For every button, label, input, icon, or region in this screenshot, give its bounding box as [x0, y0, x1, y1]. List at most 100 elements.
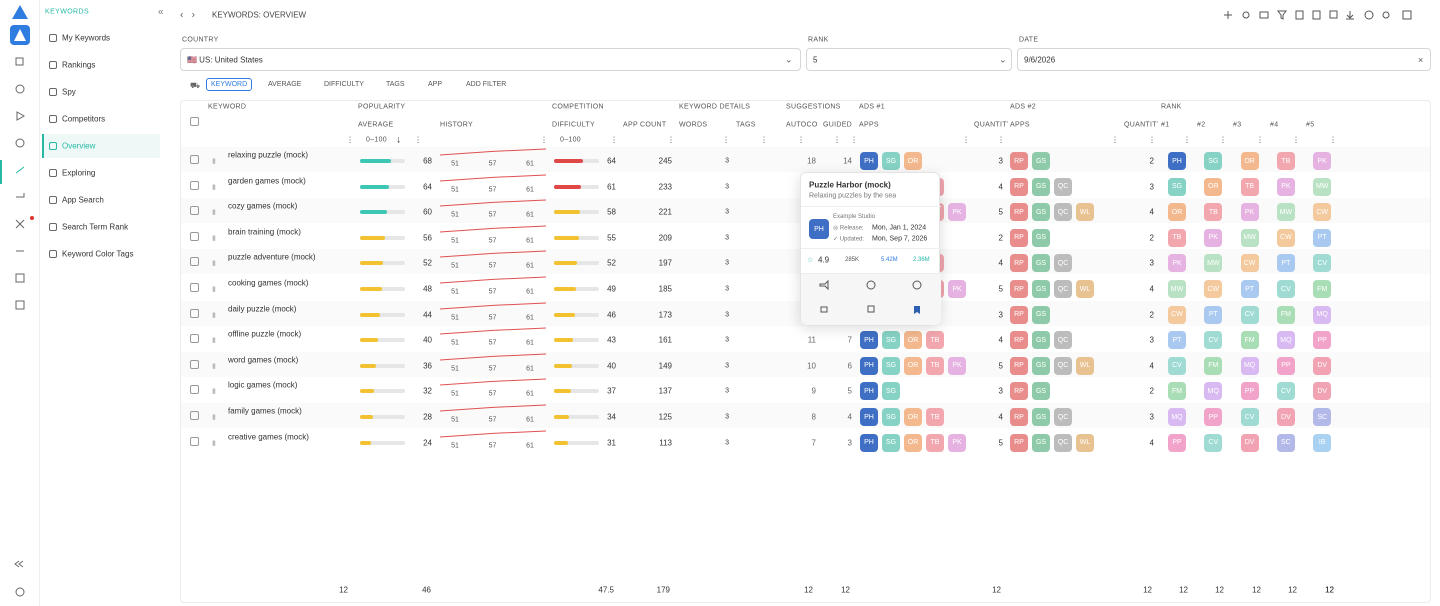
history-chart	[440, 378, 547, 386]
history-label: 61	[526, 262, 534, 270]
bar-track	[554, 287, 599, 291]
nav-item[interactable]: Competitors	[62, 114, 106, 124]
table-settings[interactable]: ⛟	[190, 81, 201, 90]
nav-icon	[49, 61, 57, 69]
keyword[interactable]: brain training (mock)	[228, 227, 301, 237]
column-menu[interactable]: ⋮	[850, 135, 858, 145]
history-label: 51	[451, 416, 459, 424]
nav-item[interactable]: Keyword Color Tags	[62, 249, 134, 259]
clear-button[interactable]: ×	[1418, 55, 1424, 65]
row-checkbox[interactable]	[190, 206, 199, 216]
app-icon: PK	[1204, 228, 1223, 247]
history-label: 51	[451, 339, 459, 347]
column-menu[interactable]: ⋮	[1148, 135, 1156, 145]
row-checkbox[interactable]	[190, 257, 199, 267]
sort-arrow[interactable]: ↓	[396, 134, 401, 146]
filter-chip[interactable]: ADD FILTER	[466, 81, 507, 88]
row-checkbox[interactable]	[190, 385, 199, 395]
rank-select[interactable]: 5 ⌄	[806, 48, 1012, 71]
history-label: 57	[488, 365, 497, 373]
row-chart-icon: ▮	[212, 183, 216, 191]
keyword[interactable]: creative games (mock)	[228, 432, 309, 442]
filter-chip[interactable]: TAGS	[386, 81, 405, 88]
column-menu[interactable]: ⋮	[414, 135, 422, 145]
history-line	[440, 199, 547, 207]
column-menu[interactable]: ⋮	[1183, 135, 1191, 145]
row-checkbox[interactable]	[190, 180, 199, 190]
keyword[interactable]: word games (mock)	[228, 355, 299, 365]
nav-item[interactable]: My Keywords	[62, 33, 111, 43]
nav-item[interactable]: Search Term Rank	[62, 222, 129, 232]
column-menu[interactable]: ⋮	[1256, 135, 1264, 145]
history-label: 61	[526, 365, 534, 373]
nav-item[interactable]: App Search	[62, 195, 104, 205]
history-label: 57	[488, 288, 497, 296]
nav-item[interactable]: Overview	[62, 141, 96, 151]
nav-item[interactable]: Rankings	[62, 60, 96, 70]
column-menu[interactable]: ⋮	[760, 135, 768, 145]
app-icon: PK	[1276, 177, 1295, 196]
toolbar-icons[interactable]	[1220, 8, 1420, 22]
breadcrumb: KEYWORDS: OVERVIEW	[212, 10, 307, 20]
row-checkbox[interactable]	[190, 308, 199, 318]
keyword[interactable]: offline puzzle (mock)	[228, 329, 302, 339]
bar	[554, 440, 568, 445]
ads1-quantity: 5	[998, 438, 1003, 448]
filter-chip[interactable]: AVERAGE	[268, 81, 302, 88]
column-menu[interactable]: ⋮	[722, 135, 730, 145]
filter-chip[interactable]: KEYWORD	[206, 78, 253, 91]
column-menu[interactable]: ⋮	[997, 135, 1005, 145]
column-menu[interactable]: ⋮	[833, 135, 841, 145]
country-select[interactable]: 🇺🇸 US: United States ⌄	[180, 48, 801, 71]
popularity-value: 32	[423, 386, 432, 396]
date-value: 9/6/2026	[1024, 55, 1056, 65]
row-checkbox[interactable]	[190, 283, 199, 292]
column-menu[interactable]: ⋮	[962, 135, 970, 145]
row-checkbox[interactable]	[190, 411, 199, 420]
collapse-button[interactable]: «	[158, 6, 164, 18]
keyword[interactable]: cooking games (mock)	[228, 278, 309, 288]
row-checkbox[interactable]	[190, 436, 199, 446]
row-checkbox[interactable]	[190, 231, 199, 241]
filter-chip[interactable]: DIFFICULTY	[324, 81, 364, 88]
keyword[interactable]: family games (mock)	[228, 406, 302, 416]
row-checkbox[interactable]	[190, 155, 199, 164]
app-icon: FM	[1240, 331, 1259, 350]
history-label: 57	[488, 211, 497, 219]
column-menu[interactable]: ⋮	[610, 135, 618, 145]
keyword[interactable]: daily puzzle (mock)	[228, 304, 297, 314]
app-icon: MW	[1240, 228, 1259, 247]
bar	[360, 287, 382, 291]
app-icon: SG	[882, 433, 900, 452]
filter-chip[interactable]: APP	[428, 81, 443, 88]
column-menu[interactable]: ⋮	[1219, 135, 1227, 145]
column-menu[interactable]: ⋮	[1111, 135, 1119, 145]
app-icon: GS	[1032, 331, 1050, 350]
popup-actions[interactable]	[801, 273, 941, 325]
column-menu[interactable]: ⋮	[1292, 135, 1300, 145]
keyword[interactable]: cozy games (mock)	[228, 201, 298, 211]
column-menu[interactable]: ⋮	[346, 135, 354, 145]
updated-date: Mon, Sep 7, 2026	[872, 235, 928, 243]
row-checkbox[interactable]	[190, 359, 199, 369]
date-input[interactable]: 9/6/2026 ×	[1017, 48, 1431, 71]
column-group: POPULARITY	[358, 103, 406, 111]
column-menu[interactable]: ⋮	[1329, 135, 1337, 145]
app-icon: RP	[1010, 203, 1028, 222]
header-checkbox[interactable]	[190, 117, 199, 126]
keyword[interactable]: relaxing puzzle (mock)	[228, 150, 309, 160]
nav-item[interactable]: Spy	[62, 87, 76, 97]
keyword[interactable]: logic games (mock)	[228, 380, 298, 390]
app-icon: CW	[1168, 305, 1186, 324]
nav-item[interactable]: Exploring	[62, 168, 96, 178]
row-checkbox[interactable]	[190, 334, 199, 344]
keyword[interactable]: puzzle adventure (mock)	[228, 252, 316, 262]
back-button[interactable]: ‹ ›	[180, 9, 195, 21]
column-menu[interactable]: ⋮	[540, 135, 548, 145]
column-menu[interactable]: ⋮	[797, 135, 805, 145]
column-menu[interactable]: ⋮	[667, 135, 675, 145]
app-icon: TB	[1168, 228, 1186, 247]
history-chart	[440, 174, 547, 182]
total: 12	[992, 585, 1001, 595]
keyword[interactable]: garden games (mock)	[228, 176, 306, 186]
